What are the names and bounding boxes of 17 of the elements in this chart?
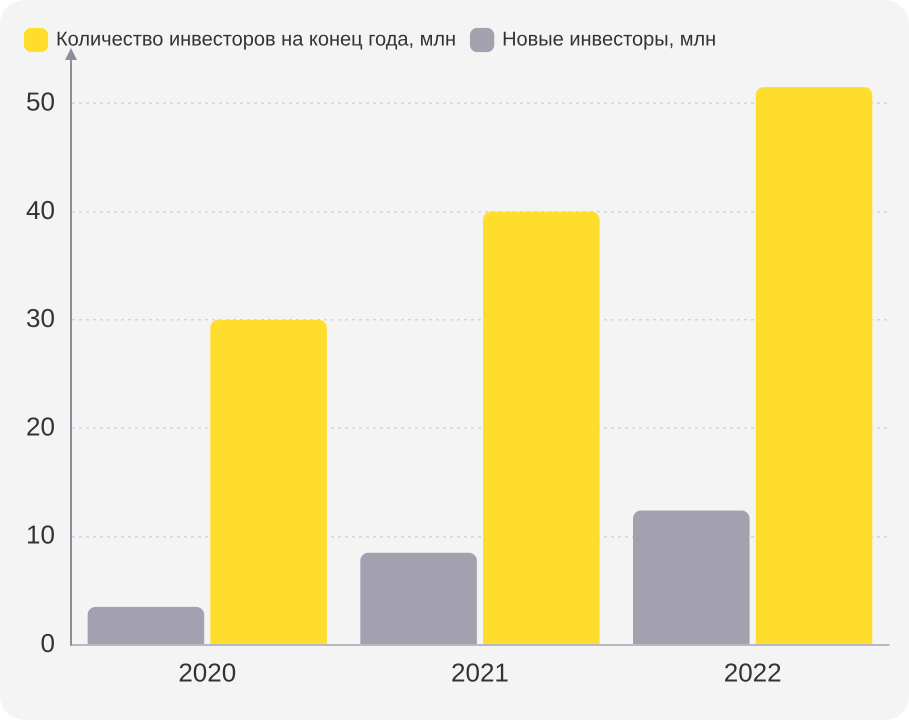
x-tick-label: 2022 [724,658,782,688]
bar [633,510,750,644]
legend-label: Новые инвесторы, млн [502,28,716,51]
y-tick-label: 20 [26,411,55,442]
y-tick-label: 50 [26,86,55,116]
bar [756,87,872,644]
x-tick-label: 2021 [451,658,509,688]
y-tick-label: 0 [40,628,55,658]
legend-label: Количество инвесторов на конец года, млн [56,28,456,51]
bar [210,320,327,644]
bar [88,606,204,644]
bar [360,552,477,644]
y-tick-label: 10 [26,520,55,550]
y-tick-label: 40 [26,194,55,225]
y-tick-label: 30 [26,303,55,334]
x-tick-label: 2020 [178,658,236,688]
bar [483,212,600,644]
